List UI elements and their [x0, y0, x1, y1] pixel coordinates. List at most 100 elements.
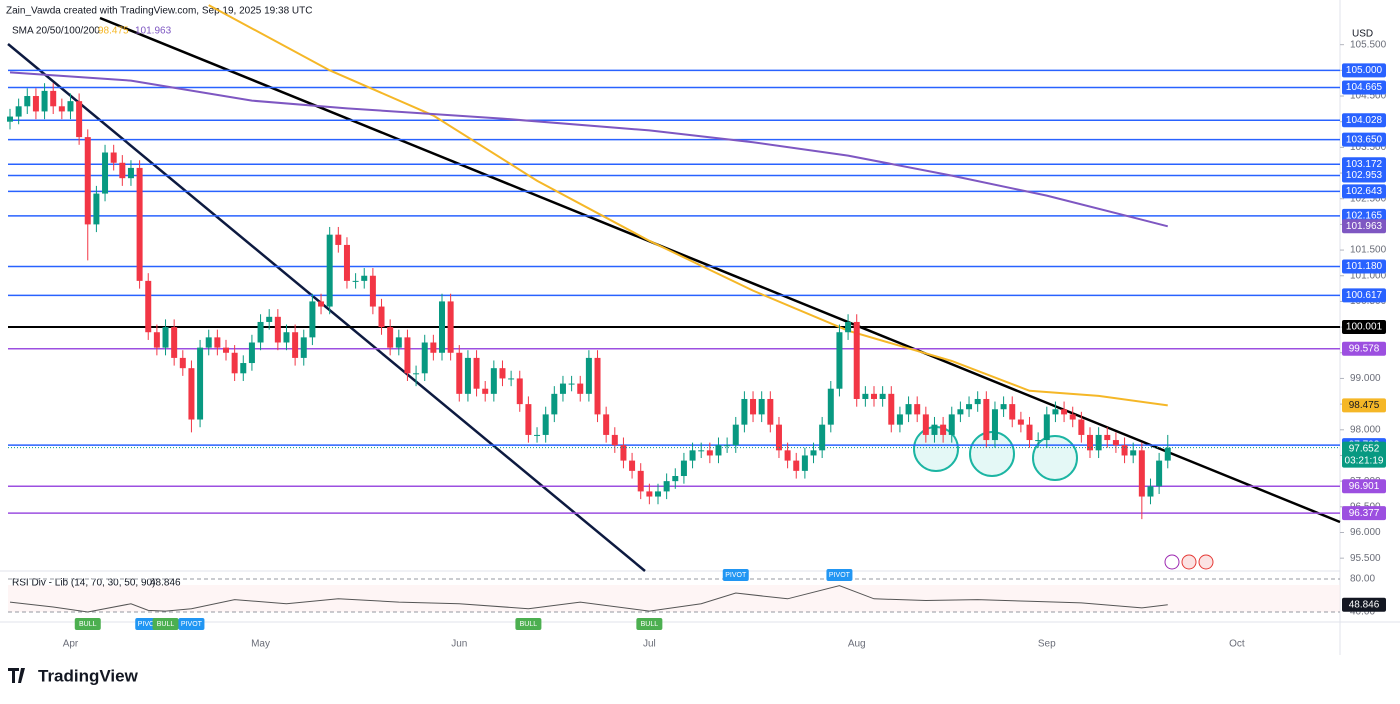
candle-body — [231, 352, 238, 374]
level-tag-label: 96.901 — [1349, 481, 1380, 492]
candle-body — [1043, 414, 1050, 441]
highlight-circle — [1032, 435, 1078, 481]
candle-body — [292, 332, 299, 358]
candle-body — [871, 393, 877, 399]
candle-body — [516, 378, 523, 405]
level-tag — [1342, 506, 1386, 521]
candle-body — [801, 455, 808, 471]
candle-body — [1009, 404, 1016, 420]
rsi-marker — [74, 618, 101, 630]
rsi-marker-label: BULL — [641, 621, 659, 628]
currency: USD — [1352, 29, 1373, 40]
candle-body — [1164, 447, 1171, 461]
candle-body — [1078, 419, 1085, 435]
level-tag-label: 103.172 — [1346, 159, 1383, 170]
y-tick-label: 101.000 — [1350, 270, 1387, 281]
y-tick-label: 98.000 — [1350, 424, 1381, 435]
rsi-marker — [722, 569, 749, 581]
rsi-marker — [152, 618, 179, 630]
rsi-tick-label: 80.00 — [1350, 574, 1375, 585]
candle-body — [758, 398, 765, 415]
rsi-marker-label: BULL — [520, 621, 538, 628]
candle-body — [698, 450, 705, 452]
candle-body — [67, 101, 74, 112]
candle-body — [266, 316, 273, 322]
candle-body — [1156, 460, 1163, 487]
y-tick-label: 101.500 — [1350, 245, 1387, 256]
candle-body — [1121, 445, 1128, 456]
candle-body — [274, 316, 281, 343]
candle-body — [84, 137, 91, 225]
candle-body — [24, 96, 31, 107]
candle-body — [93, 193, 100, 225]
level-tag — [1342, 157, 1386, 172]
candle-body — [153, 332, 160, 348]
candle-body — [879, 393, 886, 399]
last-price-label: 97.652 — [1349, 443, 1380, 454]
candle-body — [655, 491, 661, 497]
candle-body — [853, 321, 860, 399]
x-tick-label: Aug — [848, 639, 866, 650]
candle-body — [1138, 450, 1145, 497]
candle-body — [387, 327, 394, 348]
y-tick-label: 95.500 — [1350, 553, 1381, 564]
candle-body — [603, 414, 610, 435]
sma-legend-value: 98.475 — [98, 26, 129, 37]
rsi-marker-label: PIVOT — [829, 572, 851, 579]
level-tag — [1342, 63, 1386, 78]
candle-body — [646, 491, 653, 497]
candle-body — [223, 347, 229, 353]
level-tag-label: 100.001 — [1346, 322, 1383, 333]
candle-body — [248, 342, 255, 364]
candle-body — [378, 306, 385, 328]
candle-body — [41, 90, 48, 112]
candle-body — [15, 106, 22, 117]
indicator-label: SMA 20/50/100/200 — [12, 26, 100, 37]
level-tag-label: 105.000 — [1346, 65, 1383, 76]
candle-body — [706, 450, 713, 456]
event-icon[interactable] — [1198, 554, 1214, 570]
logo: TradingView — [8, 666, 139, 685]
rsi-marker-label: PIVOT — [725, 572, 747, 579]
candle-body — [611, 434, 618, 446]
candle-body — [836, 332, 843, 389]
level-tag — [1342, 341, 1386, 356]
candle-body — [395, 337, 402, 348]
level-tag-label: 104.665 — [1346, 82, 1383, 93]
candle-body — [974, 398, 981, 405]
candle-body — [1147, 486, 1154, 497]
x-tick-label: Oct — [1229, 639, 1245, 650]
rsi-marker-label: PIVOT — [181, 621, 203, 628]
candle-body — [58, 106, 65, 112]
candle-body — [1095, 434, 1102, 451]
candle-body — [257, 321, 264, 343]
y-tick-label: 105.500 — [1350, 39, 1387, 50]
level-tag — [1342, 320, 1386, 335]
candle-body — [145, 280, 152, 333]
candle-body — [369, 275, 376, 307]
last-price-tag — [1342, 441, 1386, 468]
candle-body — [1130, 450, 1137, 456]
sma-legend-value: 101.963 — [135, 26, 172, 37]
level-tag-label: 100.617 — [1346, 290, 1383, 301]
y-tick-label: 99.000 — [1350, 373, 1381, 384]
candle-body — [750, 398, 757, 415]
candle-body — [741, 398, 748, 425]
candle-body — [957, 409, 964, 415]
level-tag — [1342, 80, 1386, 95]
logo-icon — [8, 668, 25, 683]
candle-body — [1069, 414, 1076, 420]
candle-body — [473, 357, 480, 389]
rsi-marker — [636, 618, 663, 630]
rsi-marker — [826, 569, 853, 581]
event-icon[interactable] — [1181, 554, 1197, 570]
candle-body — [7, 116, 13, 122]
rsi-title-value: 48.846 — [150, 578, 181, 589]
candle-body — [413, 373, 420, 375]
rsi-marker — [178, 618, 205, 630]
event-icon[interactable] — [1164, 554, 1180, 570]
y-tick-label: 102.500 — [1350, 193, 1387, 204]
candle-body — [335, 234, 342, 245]
candle-body — [732, 424, 739, 446]
trendline — [99, 16, 1341, 524]
